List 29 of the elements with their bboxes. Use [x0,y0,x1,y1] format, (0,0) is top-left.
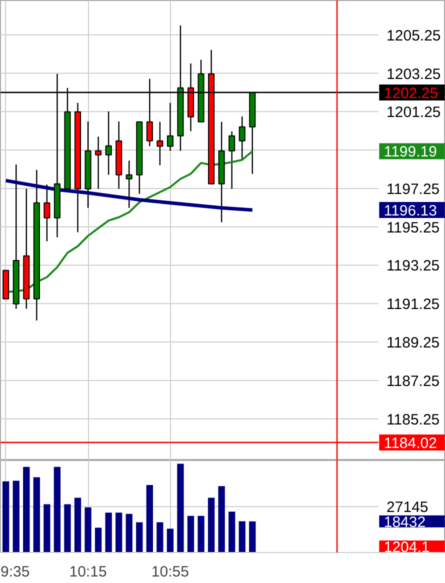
y-tick-label: 1185.25 [386,411,440,428]
y-tick-label: 1195.25 [386,219,440,236]
candlestick [156,121,164,166]
y-tick-label: 1187.25 [386,372,440,390]
line-series [4,178,254,212]
x-tick-label: 10:15 [69,564,107,580]
candlestick [238,116,246,161]
ref-line-label: 1202.25 [384,84,438,102]
y-tick-label: 1205.25 [386,27,441,44]
x-tick-label: 9:35 [0,564,30,580]
candlestick [126,160,132,208]
x-tick-label: 10:55 [151,564,189,580]
candlestick [105,110,112,176]
y-tick-label: 1193.25 [386,258,440,275]
candlestick [228,130,236,190]
ref-line-label: 1184.02 [384,434,437,452]
y-tick-label: 27145 [386,499,428,516]
candlestick [166,102,174,152]
y-tick-label: 1197.25 [386,180,440,198]
candlestick [95,136,102,190]
annotation: 1196.13 [384,202,437,220]
annotation: 1199.19 [384,144,437,161]
y-tick-label: 1189.25 [386,334,440,352]
y-tick-label: 1203.25 [386,66,441,83]
annotation: 18432 [384,514,426,531]
y-tick-label: 1191.25 [386,296,440,314]
candlestick [44,184,50,242]
y-tick-label: 1201.25 [386,104,441,122]
annotation: 1204.1 [384,539,430,556]
